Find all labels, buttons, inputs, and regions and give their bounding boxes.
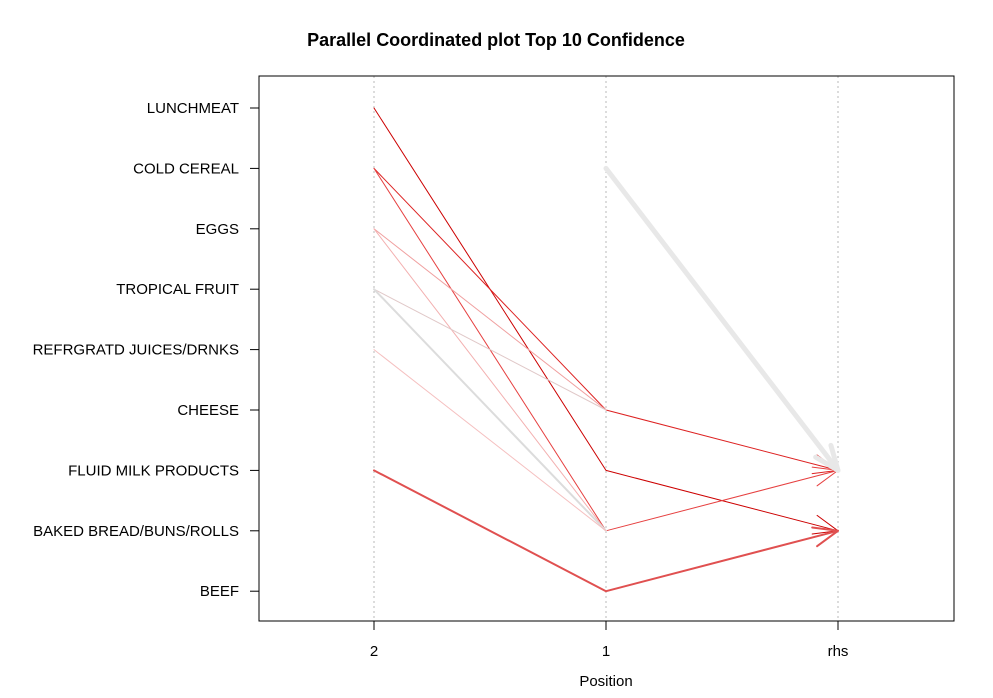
rule-path: [373, 228, 607, 532]
rule-path: [373, 469, 839, 593]
rule-path: [373, 349, 607, 532]
x-tick-label: 2: [370, 643, 378, 660]
y-tick-label: TROPICAL FRUIT: [116, 281, 239, 298]
y-tick-label: EGGS: [196, 221, 239, 238]
x-tick-label: 1: [602, 643, 610, 660]
rule-path: [373, 288, 607, 532]
rule-line: [373, 349, 607, 532]
rule-line: [373, 228, 607, 411]
y-tick-label: COLD CEREAL: [133, 160, 239, 177]
rule-line: [373, 288, 607, 532]
grid-lines: [373, 76, 839, 621]
rule-arrowhead: [813, 442, 841, 473]
rule-line: [373, 469, 839, 593]
x-axis: 2 1 rhs: [370, 621, 849, 660]
y-axis: LUNCHMEAT COLD CEREAL EGGS TROPICAL FRUIT RE…: [33, 100, 259, 600]
rule-arrowhead: [811, 526, 839, 548]
rule-line: [373, 288, 607, 411]
rule-path: [373, 228, 607, 411]
x-axis-title: Position: [579, 673, 632, 690]
rule-path: [373, 107, 839, 532]
rule-line: [603, 165, 841, 473]
x-tick-label: rhs: [828, 643, 849, 660]
y-tick-label: BEEF: [200, 583, 239, 600]
rule-line: [373, 228, 607, 532]
y-tick-label: FLUID MILK PRODUCTS: [68, 462, 239, 479]
y-tick-label: CHEESE: [177, 402, 239, 419]
chart-title: Parallel Coordinated plot Top 10 Confide…: [307, 30, 685, 50]
rule-path: [373, 288, 607, 411]
rule-lines: [373, 107, 841, 593]
rule-path: [603, 165, 841, 473]
y-tick-label: REFRGRATD JUICES/DRNKS: [33, 342, 239, 359]
y-tick-label: LUNCHMEAT: [147, 100, 239, 117]
y-tick-label: BAKED BREAD/BUNS/ROLLS: [33, 523, 239, 540]
